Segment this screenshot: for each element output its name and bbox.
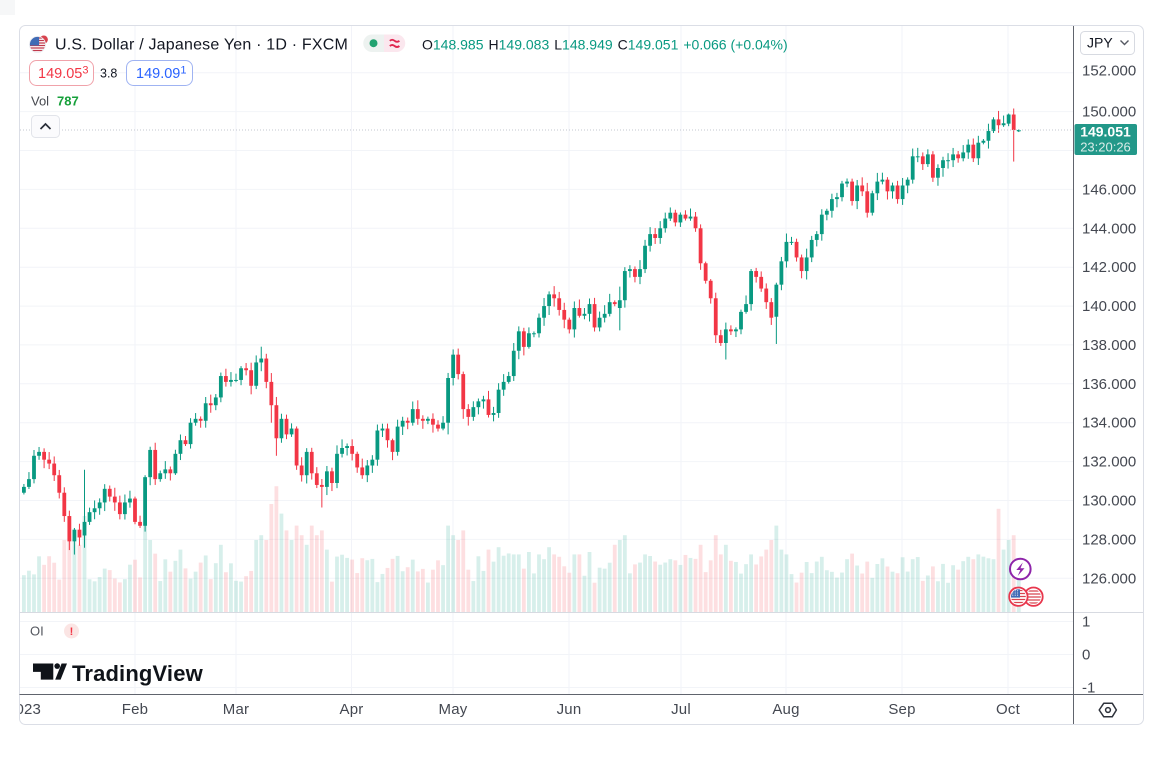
svg-text:140.000: 140.000 — [1082, 298, 1136, 315]
svg-text:1: 1 — [1082, 614, 1090, 631]
svg-text:Jul: Jul — [671, 701, 691, 718]
svg-text:Mar: Mar — [223, 701, 249, 718]
svg-text:Oct: Oct — [996, 701, 1021, 718]
svg-text:149.053: 149.053 — [38, 65, 88, 83]
svg-text:134.000: 134.000 — [1082, 415, 1136, 432]
svg-text:150.000: 150.000 — [1082, 104, 1136, 121]
svg-text:Apr: Apr — [340, 701, 364, 718]
svg-text:23:20:26: 23:20:26 — [1080, 140, 1131, 155]
svg-text:TradingView: TradingView — [72, 661, 204, 686]
svg-text:138.000: 138.000 — [1082, 337, 1136, 354]
svg-text:Jun: Jun — [557, 701, 582, 718]
svg-text:Sep: Sep — [888, 701, 915, 718]
svg-text:149.091: 149.091 — [136, 65, 186, 83]
svg-text:2023: 2023 — [7, 701, 41, 718]
svg-text:Vol: Vol — [31, 94, 49, 109]
svg-text:142.000: 142.000 — [1082, 259, 1136, 276]
svg-text:0: 0 — [1082, 647, 1090, 664]
svg-text:May: May — [439, 701, 468, 718]
svg-text:Feb: Feb — [122, 701, 148, 718]
svg-text:787: 787 — [57, 94, 79, 109]
svg-text:144.000: 144.000 — [1082, 220, 1136, 237]
svg-text:152.000: 152.000 — [1082, 63, 1136, 80]
svg-text:136.000: 136.000 — [1082, 376, 1136, 393]
svg-text:132.000: 132.000 — [1082, 454, 1136, 471]
svg-text:149.051: 149.051 — [1080, 124, 1131, 140]
svg-text:-1: -1 — [1082, 680, 1095, 697]
svg-text:128.000: 128.000 — [1082, 531, 1136, 548]
svg-text:146.000: 146.000 — [1082, 181, 1136, 198]
svg-text:JPY: JPY — [1087, 35, 1113, 51]
svg-text:OI: OI — [30, 624, 44, 639]
svg-text:!: ! — [70, 626, 74, 638]
svg-text:126.000: 126.000 — [1082, 570, 1136, 587]
svg-text:130.000: 130.000 — [1082, 493, 1136, 510]
svg-text:Aug: Aug — [772, 701, 799, 718]
svg-text:U.S. Dollar / Japanese Yen · 1: U.S. Dollar / Japanese Yen · 1D · FXCM — [55, 37, 348, 54]
svg-text:3.8: 3.8 — [100, 67, 117, 81]
